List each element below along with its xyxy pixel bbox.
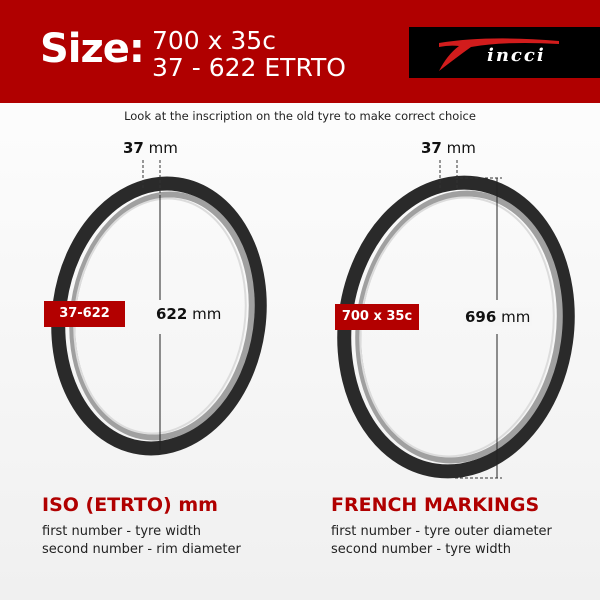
- right-width-label: 37 mm: [421, 139, 476, 157]
- left-diameter-label: 622 mm: [156, 305, 222, 323]
- instruction-text: Look at the inscription on the old tyre …: [124, 109, 476, 123]
- brand-logo: incci: [409, 27, 600, 78]
- right-description: first number - tyre outer diameter secon…: [331, 524, 552, 557]
- size-etrto: 37 - 622 ETRTO: [152, 53, 346, 82]
- header-banner: Size: 700 x 35c 37 - 622 ETRTO incci: [0, 0, 600, 103]
- right-heading: FRENCH MARKINGS: [331, 494, 540, 516]
- left-etrto-tag: 37-622: [44, 301, 125, 327]
- size-values: 700 x 35c 37 - 622 ETRTO: [152, 27, 346, 81]
- size-french: 700 x 35c: [152, 26, 276, 55]
- right-diameter-label: 696 mm: [463, 308, 533, 326]
- left-heading: ISO (ETRTO) mm: [42, 494, 218, 516]
- left-width-label: 37 mm: [123, 139, 178, 157]
- logo-graphic: incci: [439, 38, 559, 71]
- right-french-tag: 700 x 35c: [335, 304, 419, 330]
- left-description: first number - tyre width second number …: [42, 524, 241, 557]
- size-label: Size:: [40, 26, 145, 72]
- svg-text:incci: incci: [487, 45, 546, 66]
